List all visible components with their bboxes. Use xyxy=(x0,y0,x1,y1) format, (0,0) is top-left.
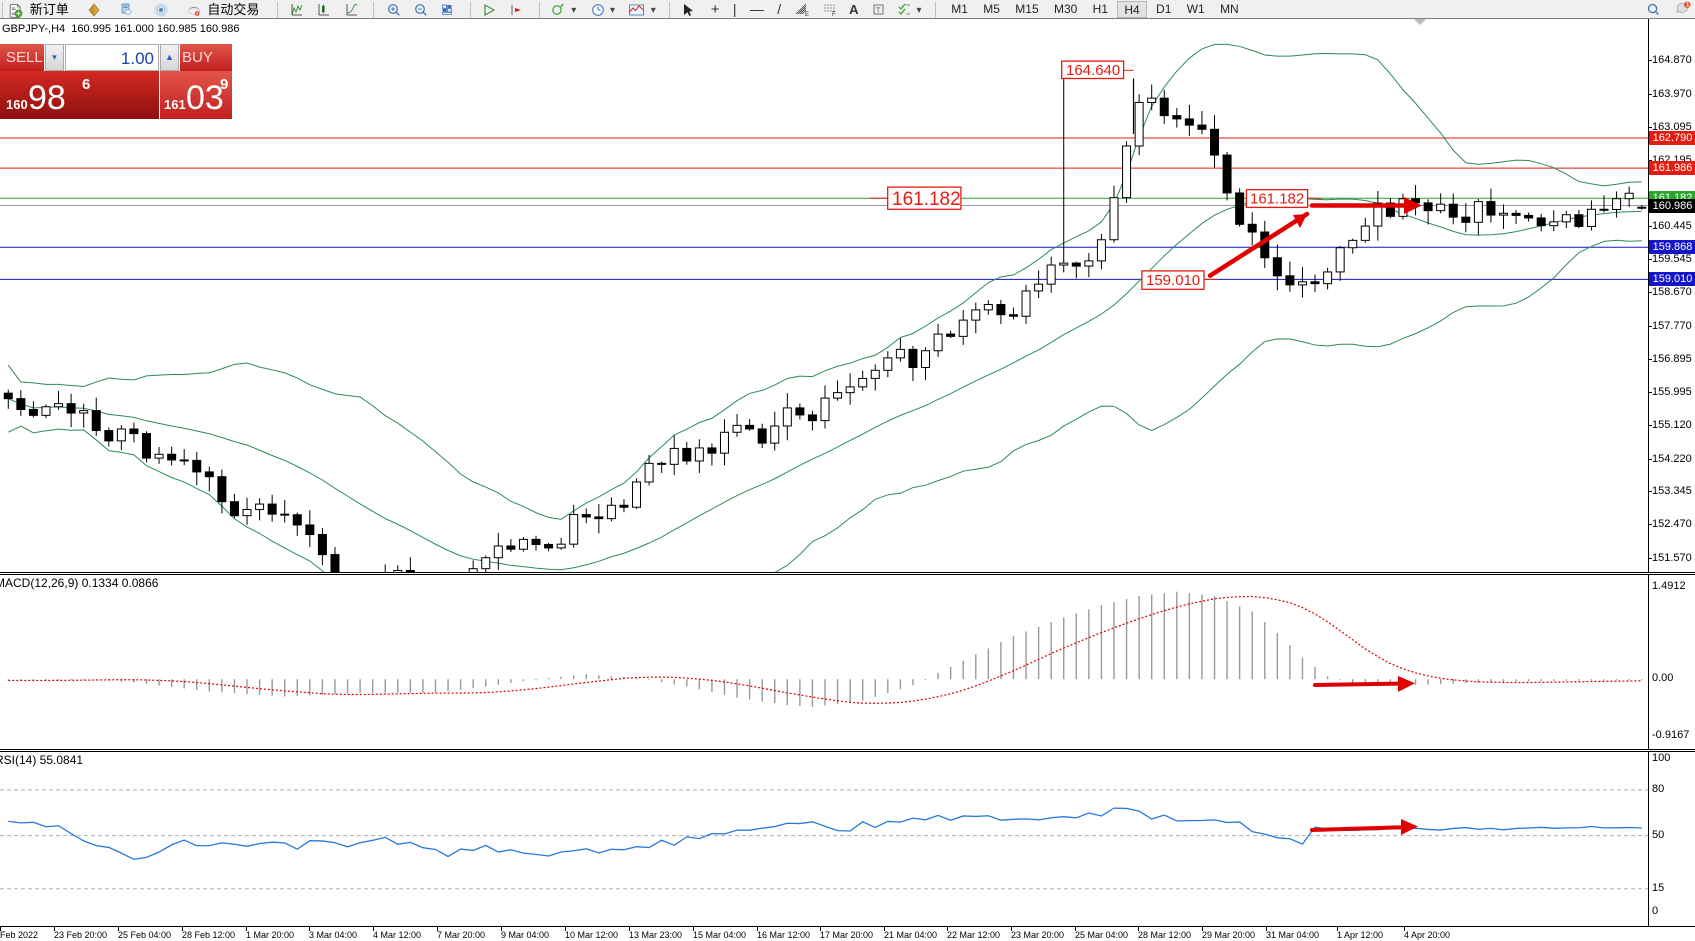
svg-text:161.182: 161.182 xyxy=(1250,191,1304,208)
svg-text:T: T xyxy=(876,7,881,14)
svg-text:159.010: 159.010 xyxy=(1146,272,1200,289)
svg-text:161.182: 161.182 xyxy=(892,189,961,210)
svg-text:164.640: 164.640 xyxy=(1066,62,1120,79)
svg-text:F: F xyxy=(832,12,836,18)
svg-text:E: E xyxy=(805,12,809,18)
